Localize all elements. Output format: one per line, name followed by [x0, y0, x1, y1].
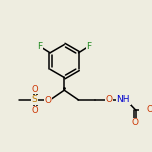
Text: NH: NH [117, 95, 130, 104]
Text: F: F [37, 42, 42, 51]
Text: O: O [106, 95, 113, 104]
Text: S: S [31, 95, 37, 104]
Text: O: O [132, 118, 139, 127]
Text: O: O [32, 106, 38, 115]
Text: O: O [45, 96, 52, 105]
Text: O: O [32, 85, 38, 94]
Text: O: O [147, 105, 152, 114]
Text: F: F [86, 42, 92, 51]
